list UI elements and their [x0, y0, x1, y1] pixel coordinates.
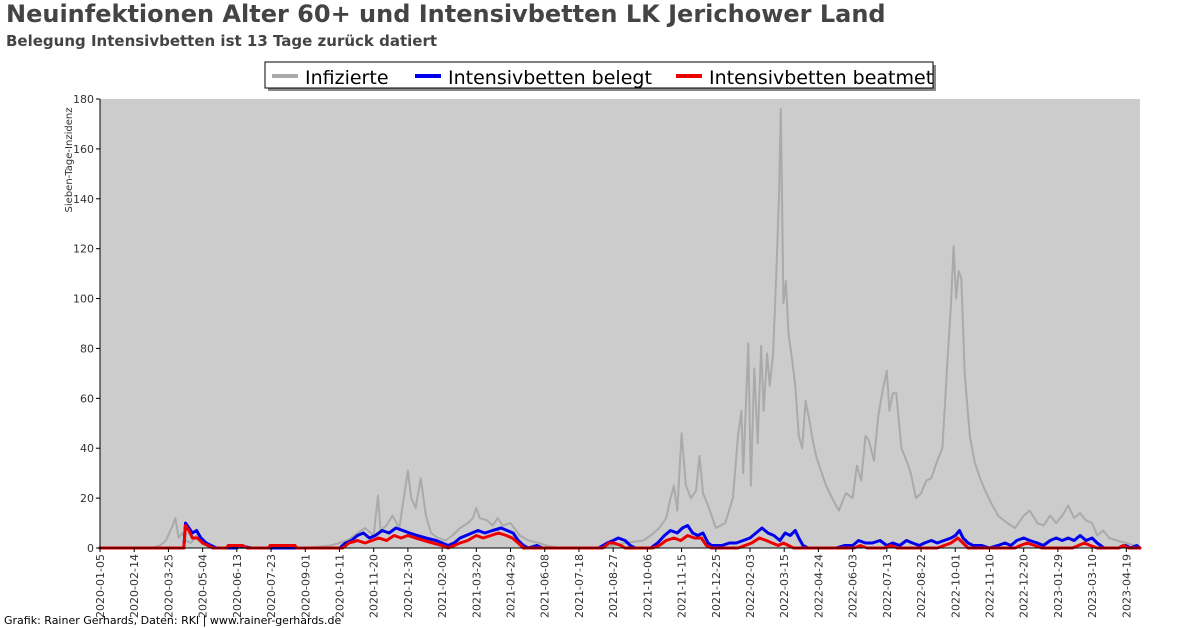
legend-label-icu: Intensivbetten belegt — [448, 67, 652, 89]
x-tick-label: 2022-02-03 — [744, 554, 757, 618]
footer-credit: Grafik: Rainer Gerhards, Daten: RKI | ww… — [4, 614, 342, 627]
x-tick-label: 2020-10-11 — [333, 554, 346, 618]
x-tick-label: 2021-03-20 — [470, 554, 483, 618]
y-tick-label: 100 — [73, 293, 94, 306]
x-tick-label: 2020-05-04 — [197, 554, 210, 618]
x-tick-label: 2021-10-06 — [641, 554, 654, 618]
x-ticks: 2020-01-05 2020-02-14 2020-03-25 2020-05-04… — [94, 548, 1133, 618]
x-tick-label: 2022-06-03 — [847, 554, 860, 618]
x-tick-label: 2023-01-29 — [1052, 554, 1065, 618]
x-tick-label: 2022-12-20 — [1018, 554, 1031, 618]
x-tick-label: 2020-01-05 — [94, 554, 107, 618]
chart-subtitle: Belegung Intensivbetten ist 13 Tage zurü… — [6, 32, 438, 50]
x-tick-label: 2021-08-27 — [607, 554, 620, 618]
y-tick-label: 60 — [80, 392, 94, 405]
x-tick-label: 2022-03-15 — [778, 554, 791, 618]
series-line-ventilated — [98, 524, 1142, 550]
x-tick-label: 2023-04-19 — [1120, 554, 1133, 618]
y-axis-label: Sieben-Tage-Inzidenz — [64, 108, 75, 213]
x-tick-label: 2020-02-14 — [128, 554, 141, 618]
y-tick-label: 20 — [80, 492, 94, 505]
x-tick-label: 2022-07-13 — [881, 554, 894, 618]
x-tick-label: 2022-04-24 — [812, 554, 825, 618]
x-tick-label: 2021-07-18 — [573, 554, 586, 618]
x-tick-label: 2021-02-08 — [436, 554, 449, 618]
x-tick-label: 2020-09-01 — [299, 554, 312, 618]
y-tick-label: 120 — [73, 243, 94, 256]
x-tick-label: 2020-07-23 — [265, 554, 278, 618]
plot-background — [100, 99, 1140, 548]
chart-title: Neuinfektionen Alter 60+ und Intensivbet… — [6, 0, 886, 28]
x-tick-label: 2021-04-29 — [505, 554, 518, 618]
y-tick-label: 180 — [73, 93, 94, 106]
series-line-icu — [98, 521, 1142, 550]
y-tick-label: 160 — [73, 143, 94, 156]
x-tick-label: 2021-12-25 — [710, 554, 723, 618]
x-tick-label: 2020-03-25 — [162, 554, 175, 618]
y-tick-label: 140 — [73, 193, 94, 206]
x-tick-label: 2020-12-30 — [402, 554, 415, 618]
x-tick-label: 2021-06-08 — [539, 554, 552, 618]
x-tick-label: 2020-11-20 — [368, 554, 381, 618]
x-tick-label: 2022-10-01 — [949, 554, 962, 618]
legend-box — [264, 61, 934, 89]
x-tick-label: 2023-03-10 — [1086, 554, 1099, 618]
x-tick-label: 2022-11-10 — [983, 554, 996, 618]
y-tick-label: 80 — [80, 342, 94, 355]
x-tick-label: 2020-06-13 — [231, 554, 244, 618]
y-tick-label: 40 — [80, 442, 94, 455]
series-line-infected — [99, 108, 1141, 549]
y-tick-label: 0 — [87, 542, 94, 555]
legend-label-infected: Infizierte — [305, 67, 389, 89]
y-ticks: 0 20 40 60 80 100 120 140 160 180 — [73, 93, 100, 555]
x-tick-label: 2022-08-22 — [915, 554, 928, 618]
legend: Infizierte Intensivbetten belegt Intensi… — [264, 61, 936, 91]
series-layer — [98, 108, 1142, 550]
legend-label-ventilated: Intensivbetten beatmet — [709, 67, 933, 89]
x-tick-label: 2021-11-15 — [676, 554, 689, 618]
